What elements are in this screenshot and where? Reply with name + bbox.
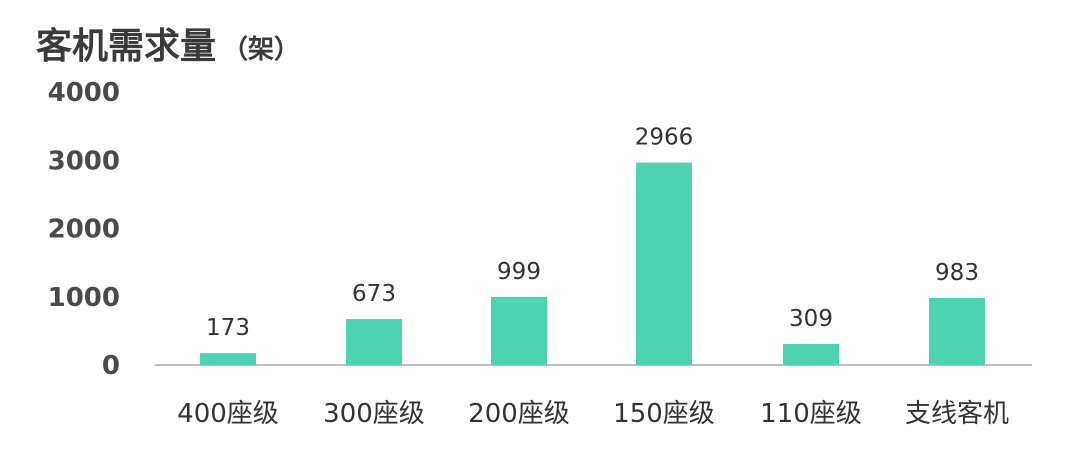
y-axis-tick-labels: 0 1000 2000 3000 4000 [48,78,120,381]
x-tick-label: 400座级 [177,399,279,429]
data-label: 173 [206,315,250,341]
bars-group [200,162,985,365]
x-tick-label: 300座级 [323,399,425,429]
bar [346,319,402,365]
y-tick-label: 2000 [48,215,120,245]
y-tick-label: 3000 [48,146,120,176]
data-label: 999 [497,259,541,285]
y-tick-label: 0 [102,351,120,381]
x-tick-label: 支线客机 [905,399,1009,429]
bar [783,343,839,365]
data-label: 309 [789,306,833,332]
x-axis-tick-labels: 400座级 300座级 200座级 150座级 110座级 支线客机 [177,399,1009,429]
x-tick-label: 150座级 [613,399,715,429]
data-labels-group: 173 673 999 2966 309 983 [206,125,979,342]
chart-title-unit: （架） [222,35,300,65]
data-label: 983 [935,260,979,286]
bar [636,162,692,365]
chart-title-main: 客机需求量 [36,26,216,67]
bar [200,353,256,365]
bar [929,297,985,365]
y-tick-label: 4000 [48,78,120,108]
chart-title: 客机需求量 （架） [36,26,300,67]
x-tick-label: 110座级 [760,399,862,429]
data-label: 673 [352,281,396,307]
data-label: 2966 [635,125,694,151]
x-tick-label: 200座级 [468,399,570,429]
y-tick-label: 1000 [48,283,120,313]
bar [491,296,547,365]
